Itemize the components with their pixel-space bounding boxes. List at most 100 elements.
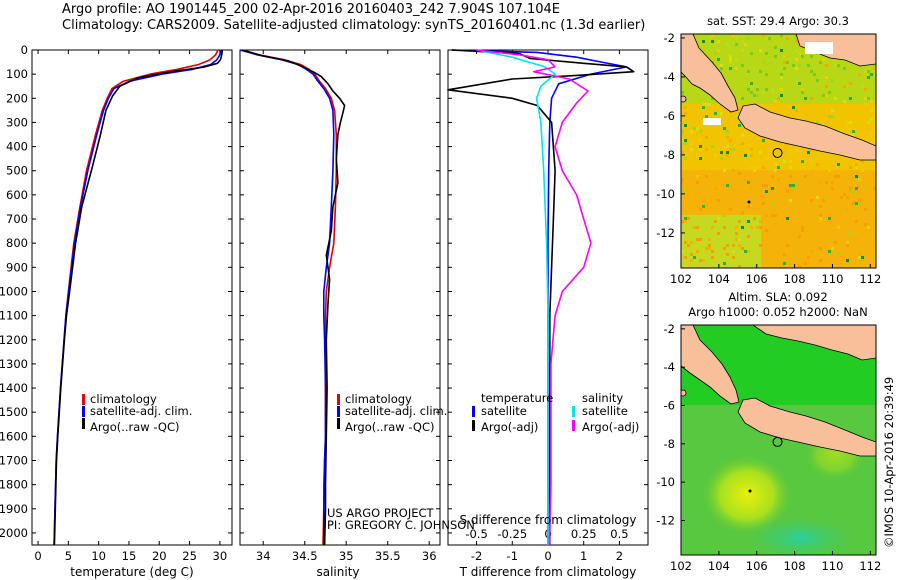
map-xtick-label: 112: [859, 272, 881, 286]
sst-pixel: [849, 187, 852, 190]
map-ytick-label: -8: [664, 148, 675, 162]
ytick-label: 700: [6, 212, 28, 226]
sst-float-marker: [772, 147, 783, 158]
xtick-label: 36: [422, 549, 437, 563]
map-xtick-label: 106: [746, 272, 768, 286]
sst-pixel: [753, 94, 756, 97]
sst-pixel: [840, 130, 843, 133]
legend-label-satellite: satellite-adj. clim.: [90, 404, 192, 418]
sst-pixel: [846, 208, 849, 211]
sst-pixel: [855, 175, 858, 178]
sst-pixel: [684, 139, 687, 142]
sst-pixel: [855, 196, 858, 199]
sst-pixel: [783, 67, 786, 70]
sst-pixel: [873, 220, 876, 223]
sst-pixel: [837, 253, 840, 256]
sst-pixel: [723, 247, 726, 250]
sst-pixel: [828, 220, 831, 223]
xtick-label: 34.5: [292, 549, 318, 563]
sst-pixel: [756, 166, 759, 169]
sst-pixel: [762, 184, 765, 187]
sst-pixel: [816, 196, 819, 199]
sla-map-title-1: Altim. SLA: 0.092: [728, 290, 827, 304]
sst-pixel: [873, 187, 876, 190]
sst-pixel: [759, 49, 762, 52]
sst-pixel: [837, 226, 840, 229]
sst-pixel: [765, 73, 768, 76]
sst-pixel: [726, 151, 729, 154]
ytick-label: 2000: [0, 526, 28, 540]
sst-pixel: [849, 238, 852, 241]
map-ytick-label: -2: [664, 31, 675, 45]
sst-pixel: [747, 250, 750, 253]
sst-pixel: [741, 142, 744, 145]
temperature-panel: 0100200300400500600700800900100011001200…: [0, 43, 233, 579]
sst-pixel: [732, 199, 735, 202]
sst-pixel: [720, 67, 723, 70]
sst-pixel: [729, 172, 732, 175]
sla-float-marker: [772, 436, 783, 447]
sst-pixel: [693, 181, 696, 184]
sst-pixel: [690, 241, 693, 244]
sst-pixel: [780, 88, 783, 91]
sst-pixel: [795, 49, 798, 52]
sst-pixel: [741, 226, 744, 229]
sst-pixel: [852, 190, 855, 193]
xtick-label: -2: [471, 549, 482, 563]
sst-pixel: [762, 202, 765, 205]
sst-pixel: [705, 175, 708, 178]
sst-pixel: [822, 94, 825, 97]
xtick-label: 15: [122, 549, 137, 563]
sst-pixel: [789, 184, 792, 187]
sst-pixel: [765, 157, 768, 160]
sst-pixel: [867, 76, 870, 79]
sst-pixel: [789, 199, 792, 202]
ytick-label: 100: [6, 67, 28, 81]
sst-pixel: [831, 247, 834, 250]
sst-pixel: [696, 250, 699, 253]
sst-pixel: [693, 190, 696, 193]
xtick-label: -1: [507, 549, 518, 563]
sst-pixel: [747, 181, 750, 184]
sst-pixel: [729, 61, 732, 64]
sst-pixel: [777, 178, 780, 181]
xtick-label: 5: [65, 549, 72, 563]
sst-pixel: [864, 97, 867, 100]
sst-pixel: [786, 190, 789, 193]
sst-pixel: [684, 220, 687, 223]
sst-pixel: [750, 52, 753, 55]
sst-pixel: [819, 217, 822, 220]
sla-island: [681, 389, 687, 397]
sst-pixel: [855, 163, 858, 166]
sst-pixel: [702, 106, 705, 109]
sst-pixel: [765, 184, 768, 187]
sst-pixel: [681, 190, 684, 193]
sst-pixel: [825, 229, 828, 232]
sst-map: sat. SST: 29.4 Argo: 30.3 102 104 106 108 11…: [656, 14, 881, 286]
sst-pixel: [690, 142, 693, 145]
sst-pixel: [777, 181, 780, 184]
sst-pixel: [870, 73, 873, 76]
sal-legend-label-satellite: satellite-adj. clim.: [345, 404, 447, 418]
sst-pixel: [705, 115, 708, 118]
sst-pixel: [846, 196, 849, 199]
differences-legend: temperature salinity satellite Argo(-adj…: [472, 391, 639, 434]
sst-pixel: [690, 148, 693, 151]
sst-pixel: [744, 250, 747, 253]
sst-pixel: [789, 175, 792, 178]
sst-pixel: [705, 103, 708, 106]
sst-pixel: [789, 166, 792, 169]
sst-pixel: [789, 223, 792, 226]
legend-label-s-argo: Argo(-adj): [582, 420, 639, 434]
sst-pixel: [744, 154, 747, 157]
sst-pixel: [780, 49, 783, 52]
sst-pixel: [783, 262, 786, 265]
ytick-label: 1900: [0, 502, 28, 516]
sst-java: [737, 103, 876, 161]
sst-pixel: [810, 55, 813, 58]
sst-pixel: [864, 259, 867, 262]
s-xtick-label: -0.25: [497, 527, 527, 541]
sal-legend-swatch-satellite: [337, 406, 340, 417]
sst-pixel: [750, 166, 753, 169]
sst-pixel: [795, 58, 798, 61]
